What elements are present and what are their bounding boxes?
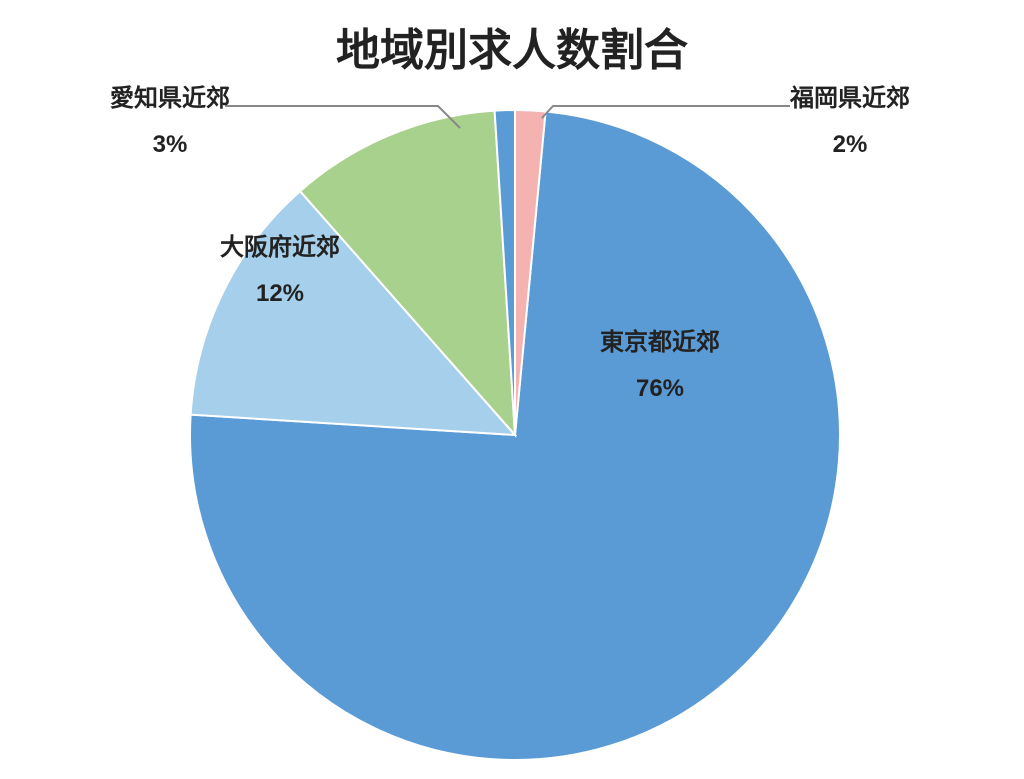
pie-chart-container: 地域別求人数割合 東京都近郊76%大阪府近郊12%愛知県近郊3%福岡県近郊2% [0, 0, 1024, 779]
slice-label-pct: 12% [220, 271, 340, 317]
slice-label-pct: 3% [110, 122, 230, 168]
slice-label-2: 愛知県近郊3% [110, 76, 230, 167]
slice-label-1: 大阪府近郊12% [220, 225, 340, 316]
slice-label-name: 東京都近郊 [600, 320, 720, 366]
slice-label-0: 東京都近郊76% [600, 320, 720, 411]
slice-label-name: 愛知県近郊 [110, 76, 230, 122]
slice-label-pct: 2% [790, 122, 910, 168]
slice-label-name: 福岡県近郊 [790, 76, 910, 122]
slice-label-3: 福岡県近郊2% [790, 76, 910, 167]
slice-label-pct: 76% [600, 366, 720, 412]
slice-label-name: 大阪府近郊 [220, 225, 340, 271]
